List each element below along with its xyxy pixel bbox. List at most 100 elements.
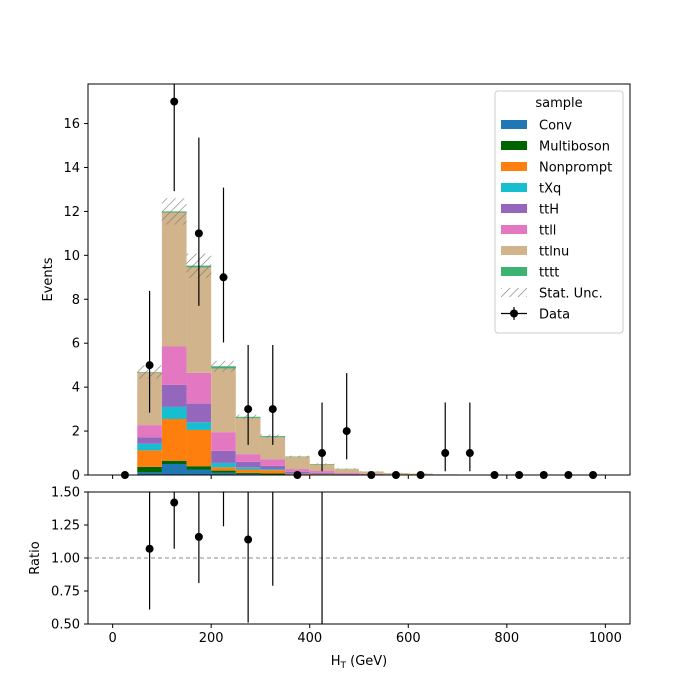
- bar-multiboson-bin-2: [161, 460, 187, 465]
- bar-txq-bin-2: [161, 406, 187, 419]
- main-histogram-panel: 0 2 4 6 8 10 12 14 16 Events sample Conv Multiboso…: [41, 83, 631, 484]
- bar-conv-bin-3: [186, 469, 212, 475]
- bar-ttll-bin-6: [260, 459, 286, 466]
- ratio-point-0: [145, 544, 154, 553]
- data-point-bin-2: [170, 97, 179, 106]
- ratio-y-tick-label-2: 1.00: [51, 552, 80, 567]
- y-axis-label-ratio: Ratio: [28, 541, 43, 574]
- legend-label-txq: tXq: [539, 182, 561, 197]
- stat-unc-band-bin-4: [211, 360, 236, 372]
- bar-ttll-bin-7: [285, 469, 310, 472]
- data-point-bin-14: [465, 449, 474, 458]
- stat-unc-band-bin-7: [285, 455, 310, 458]
- ratio-point-4: [244, 535, 253, 544]
- bar-nonprompt-bin-2: [161, 418, 187, 461]
- data-point-bin-3: [194, 229, 203, 238]
- bar-tth-bin-2: [161, 384, 187, 407]
- ratio-y-tick-label-3: 1.25: [51, 519, 80, 534]
- data-point-bin-4: [219, 273, 228, 282]
- legend-swatch-txq: [501, 183, 527, 192]
- bar-tth-bin-3: [186, 403, 212, 423]
- legend-label-stat-unc: Stat. Unc.: [539, 287, 603, 302]
- x-tick-label-0: 0: [108, 631, 116, 646]
- data-point-bin-13: [441, 449, 450, 458]
- ratio-point-1: [170, 498, 179, 507]
- stat-unc-band-bin-9: [334, 468, 359, 470]
- y-tick-label-14: 14: [63, 161, 80, 176]
- ratio-y-tick-label-4: 1.50: [51, 486, 80, 501]
- legend-label-data: Data: [539, 308, 570, 323]
- y-tick-label-12: 12: [63, 205, 80, 220]
- bar-ttll-bin-3: [186, 372, 212, 404]
- bar-conv-bin-4: [211, 472, 236, 475]
- legend-swatch-ttlnu: [501, 246, 527, 255]
- bar-multiboson-bin-6: [260, 473, 286, 475]
- legend-label-ttlnu: ttlnu: [539, 245, 569, 260]
- top-x-ticks: [112, 475, 606, 479]
- bar-ttll-bin-4: [211, 432, 236, 451]
- bar-nonprompt-bin-4: [211, 467, 236, 471]
- bar-tth-bin-1: [137, 437, 162, 444]
- bar-ttlnu-bin-4: [211, 368, 236, 433]
- y-tick-label-10: 10: [63, 249, 80, 264]
- y-tick-label-16: 16: [63, 117, 80, 132]
- bar-txq-bin-5: [235, 467, 261, 470]
- legend-title: sample: [535, 96, 582, 111]
- legend-swatch-data-point: [510, 309, 518, 318]
- legend-swatch-nonprompt: [501, 162, 527, 171]
- bar-tth-bin-4: [211, 450, 236, 463]
- bar-ttll-bin-9: [334, 473, 359, 475]
- bar-ttlnu-bin-2: [161, 212, 187, 347]
- bar-ttll-bin-8: [309, 471, 335, 473]
- bar-tth-bin-8: [309, 472, 335, 474]
- bottom-x-ticks: 0 200 400 600 800 1000: [108, 624, 622, 646]
- bottom-axes-frame: [87, 491, 631, 625]
- top-axes-frame: [87, 83, 631, 476]
- top-y-ticks: 0 2 4 6 8 10 12 14 16: [63, 117, 88, 484]
- bar-ttll-bin-2: [161, 346, 187, 385]
- bar-multiboson-bin-3: [186, 466, 212, 470]
- bar-txq-bin-6: [260, 469, 286, 471]
- y-tick-label-8: 8: [72, 293, 80, 308]
- y-tick-label-6: 6: [72, 337, 80, 352]
- legend-swatch-stat-unc: [501, 288, 527, 297]
- y-tick-label-2: 2: [72, 425, 80, 440]
- x-tick-label-600: 600: [396, 631, 421, 646]
- ratio-y-tick-label-1: 0.75: [51, 585, 80, 600]
- legend: sample Conv Multiboson Nonprompt tXq ttH ttll t…: [494, 90, 624, 334]
- bar-multiboson-bin-4: [211, 470, 236, 473]
- bar-tth-bin-5: [235, 461, 261, 468]
- bar-nonprompt-bin-5: [235, 469, 261, 473]
- bar-txq-bin-3: [186, 422, 212, 430]
- bar-ttlnu-bin-6: [260, 437, 286, 460]
- bar-conv-bin-5: [235, 473, 261, 475]
- bar-ttll-bin-5: [235, 454, 261, 462]
- legend-label-tth: ttH: [539, 203, 559, 218]
- legend-swatch-conv: [501, 120, 527, 129]
- data-point-bin-8: [318, 449, 327, 458]
- bar-ttlnu-bin-7: [285, 456, 310, 470]
- bar-ttll-bin-1: [137, 425, 162, 438]
- bar-txq-bin-4: [211, 462, 236, 468]
- bottom-y-ticks: 0.50 0.75 1.00 1.25 1.50: [51, 486, 88, 633]
- x-axis-label-main: H: [331, 654, 341, 669]
- y-tick-label-0: 0: [72, 469, 80, 484]
- legend-label-ttll: ttll: [539, 224, 556, 239]
- data-point-bin-5: [244, 405, 253, 414]
- ratio-y-tick-label-0: 0.50: [51, 618, 80, 633]
- legend-swatch-multiboson: [501, 141, 527, 150]
- bar-nonprompt-bin-6: [260, 470, 286, 474]
- legend-label-multiboson: Multiboson: [539, 140, 610, 155]
- ratio-point-2: [194, 532, 203, 541]
- bar-txq-bin-1: [137, 443, 162, 451]
- bar-nonprompt-bin-1: [137, 450, 162, 467]
- bar-conv-bin-1: [137, 472, 162, 475]
- bar-ttlnu-bin-9: [334, 469, 359, 474]
- legend-label-conv: Conv: [539, 119, 572, 134]
- data-point-bin-9: [342, 427, 351, 436]
- y-tick-label-4: 4: [72, 381, 80, 396]
- legend-label-tttt: tttt: [539, 266, 559, 281]
- bar-conv-bin-2: [161, 464, 187, 475]
- y-axis-label-events: Events: [41, 257, 56, 301]
